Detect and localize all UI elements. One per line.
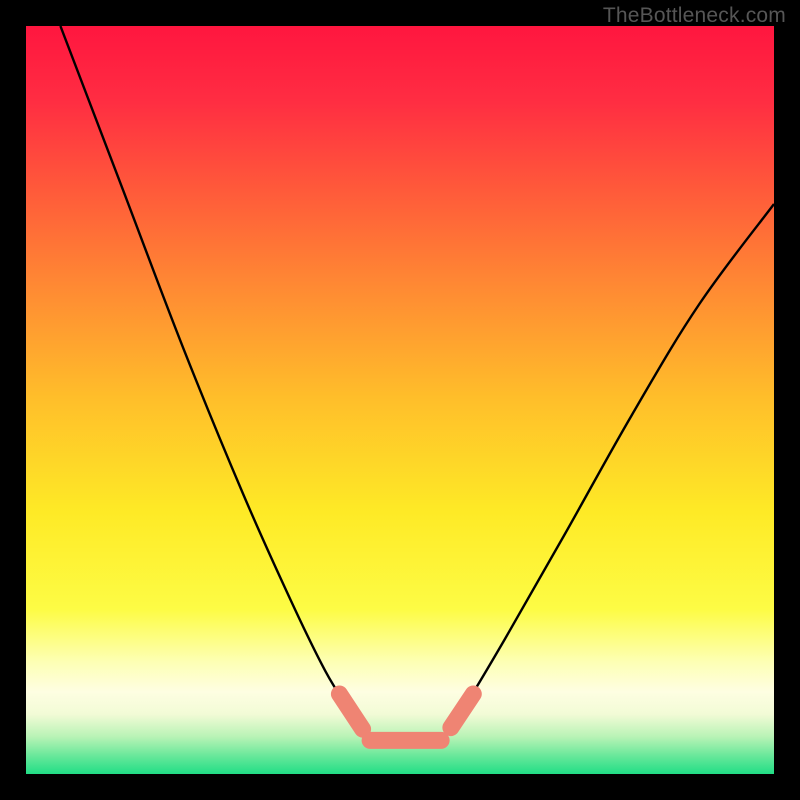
chart-frame: TheBottleneck.com <box>0 0 800 800</box>
bottleneck-chart <box>0 0 800 800</box>
watermark-text: TheBottleneck.com <box>603 4 786 28</box>
plot-background-gradient <box>26 26 774 774</box>
